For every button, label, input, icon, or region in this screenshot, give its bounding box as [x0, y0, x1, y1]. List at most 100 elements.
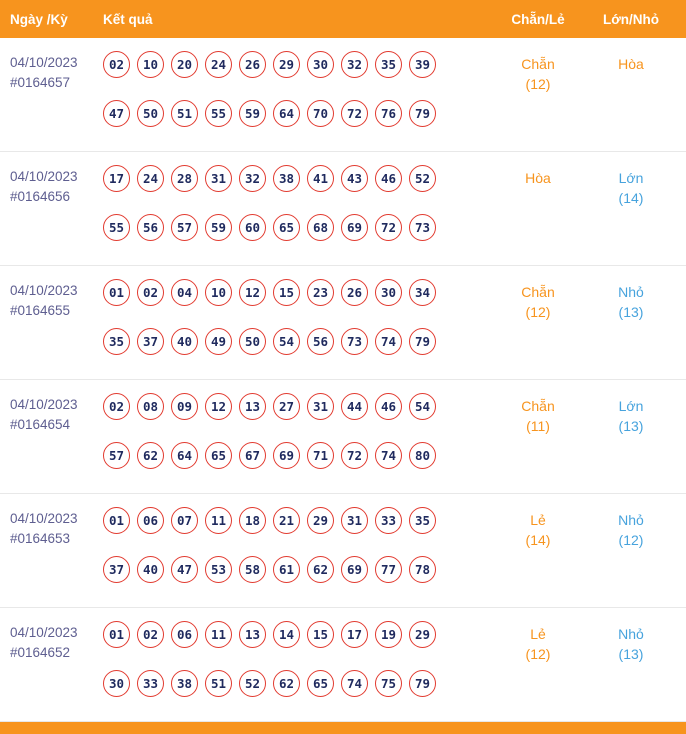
number-ball: 20 — [171, 51, 198, 78]
chan-le-label: Chẵn — [521, 56, 555, 72]
draw-date: 04/10/2023 — [10, 55, 78, 70]
number-ball: 02 — [103, 51, 130, 78]
number-ball: 60 — [239, 214, 266, 241]
number-ball: 29 — [409, 621, 436, 648]
number-ball: 31 — [307, 393, 334, 420]
number-ball: 53 — [205, 556, 232, 583]
table-header: Ngày /Kỳ Kết quả Chẵn/Lẻ Lớn/Nhỏ — [0, 0, 686, 38]
number-ball: 40 — [137, 556, 164, 583]
number-ball: 54 — [409, 393, 436, 420]
result-row: 04/10/2023 #0164655 01 02 04 10 12 15 23 26 30 34… — [0, 266, 686, 380]
number-ball: 24 — [205, 51, 232, 78]
number-ball: 65 — [273, 214, 300, 241]
number-ball: 18 — [239, 507, 266, 534]
lon-nho-value: Lớn (13) — [590, 393, 686, 493]
header-date-column: Ngày /Kỳ — [10, 11, 68, 27]
lon-nho-label: Lớn — [618, 398, 644, 414]
result-row: 04/10/2023 #0164656 17 24 28 31 32 38 41 43 46 52… — [0, 152, 686, 266]
numbers-line-1: 17 24 28 31 32 38 41 43 46 52 — [103, 165, 486, 192]
number-ball: 01 — [103, 507, 130, 534]
numbers-line-2: 57 62 64 65 67 69 71 72 74 80 — [103, 442, 486, 469]
number-ball: 65 — [205, 442, 232, 469]
number-ball: 08 — [137, 393, 164, 420]
number-ball: 73 — [409, 214, 436, 241]
draw-info-cell: 04/10/2023 #0164656 — [0, 165, 100, 265]
number-ball: 11 — [205, 507, 232, 534]
number-ball: 15 — [307, 621, 334, 648]
numbers-cell: 01 02 06 11 13 14 15 17 19 29 30 33 38 51 52 62 65 74 75 7… — [100, 621, 486, 721]
lon-nho-count: (13) — [618, 646, 644, 662]
draw-id: #0164652 — [10, 645, 71, 660]
result-row: 04/10/2023 #0164653 01 06 07 11 18 21 29 31 33 35… — [0, 494, 686, 608]
number-ball: 02 — [137, 621, 164, 648]
draw-id: #0164656 — [10, 189, 71, 204]
number-ball: 37 — [137, 328, 164, 355]
number-ball: 26 — [341, 279, 368, 306]
numbers-line-1: 01 02 06 11 13 14 15 17 19 29 — [103, 621, 486, 648]
header-result-column: Kết quả — [103, 11, 153, 27]
numbers-cell: 17 24 28 31 32 38 41 43 46 52 55 56 57 59 60 65 68 69 72 7… — [100, 165, 486, 265]
number-ball: 31 — [341, 507, 368, 534]
numbers-line-2: 35 37 40 49 50 54 56 73 74 79 — [103, 328, 486, 355]
number-ball: 09 — [171, 393, 198, 420]
chan-le-count: (11) — [526, 418, 550, 434]
number-ball: 56 — [307, 328, 334, 355]
number-ball: 57 — [171, 214, 198, 241]
number-ball: 76 — [375, 100, 402, 127]
number-ball: 46 — [375, 393, 402, 420]
numbers-cell: 01 06 07 11 18 21 29 31 33 35 37 40 47 53 58 61 62 69 77 7… — [100, 507, 486, 607]
lon-nho-value: Nhỏ (13) — [590, 279, 686, 379]
number-ball: 69 — [273, 442, 300, 469]
number-ball: 47 — [171, 556, 198, 583]
number-ball: 02 — [137, 279, 164, 306]
draw-id: #0164655 — [10, 303, 71, 318]
number-ball: 31 — [205, 165, 232, 192]
result-row: 04/10/2023 #0164657 02 10 20 24 26 29 30 32 35 39… — [0, 38, 686, 152]
lon-nho-value: Lớn (14) — [590, 165, 686, 265]
lon-nho-count: (13) — [618, 418, 644, 434]
number-ball: 29 — [273, 51, 300, 78]
number-ball: 30 — [307, 51, 334, 78]
numbers-line-1: 01 02 04 10 12 15 23 26 30 34 — [103, 279, 486, 306]
number-ball: 74 — [341, 670, 368, 697]
number-ball: 55 — [205, 100, 232, 127]
numbers-line-1: 02 10 20 24 26 29 30 32 35 39 — [103, 51, 486, 78]
number-ball: 79 — [409, 100, 436, 127]
number-ball: 61 — [273, 556, 300, 583]
draw-date: 04/10/2023 — [10, 283, 78, 298]
lon-nho-value: Nhỏ (13) — [590, 621, 686, 721]
chan-le-label: Hòa — [525, 170, 551, 186]
number-ball: 65 — [307, 670, 334, 697]
draw-info-cell: 04/10/2023 #0164652 — [0, 621, 100, 721]
number-ball: 37 — [103, 556, 130, 583]
number-ball: 06 — [171, 621, 198, 648]
number-ball: 58 — [239, 556, 266, 583]
draw-date: 04/10/2023 — [10, 511, 78, 526]
lon-nho-label: Nhỏ — [618, 284, 644, 300]
number-ball: 67 — [239, 442, 266, 469]
numbers-cell: 02 08 09 12 13 27 31 44 46 54 57 62 64 65 67 69 71 72 74 8… — [100, 393, 486, 493]
number-ball: 26 — [239, 51, 266, 78]
number-ball: 12 — [239, 279, 266, 306]
number-ball: 17 — [341, 621, 368, 648]
draw-id: #0164653 — [10, 531, 71, 546]
number-ball: 74 — [375, 442, 402, 469]
number-ball: 78 — [409, 556, 436, 583]
number-ball: 38 — [273, 165, 300, 192]
number-ball: 11 — [205, 621, 232, 648]
draw-info-cell: 04/10/2023 #0164654 — [0, 393, 100, 493]
number-ball: 77 — [375, 556, 402, 583]
numbers-line-2: 37 40 47 53 58 61 62 69 77 78 — [103, 556, 486, 583]
number-ball: 12 — [205, 393, 232, 420]
number-ball: 79 — [409, 328, 436, 355]
numbers-line-2: 30 33 38 51 52 62 65 74 75 79 — [103, 670, 486, 697]
number-ball: 33 — [137, 670, 164, 697]
number-ball: 38 — [171, 670, 198, 697]
lon-nho-value: Hòa — [590, 51, 686, 151]
number-ball: 70 — [307, 100, 334, 127]
number-ball: 80 — [409, 442, 436, 469]
number-ball: 28 — [171, 165, 198, 192]
chan-le-count: (12) — [525, 76, 551, 92]
number-ball: 44 — [341, 393, 368, 420]
